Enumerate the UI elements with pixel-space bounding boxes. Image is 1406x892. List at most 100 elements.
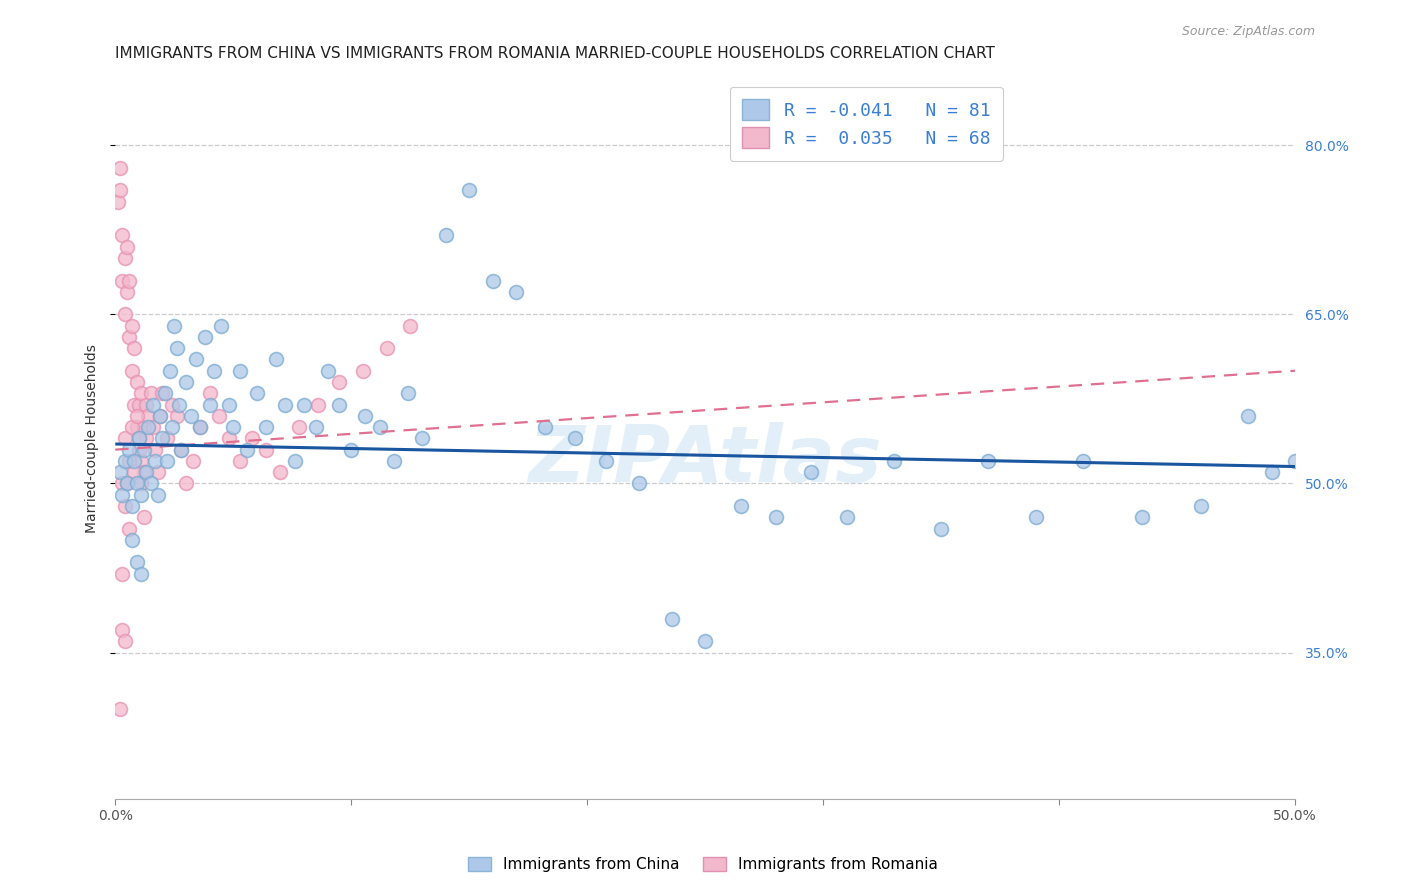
Point	[198, 398, 221, 412]
Point	[533, 420, 555, 434]
Point	[505, 285, 527, 299]
Point	[246, 386, 269, 401]
Point	[170, 442, 193, 457]
Point	[159, 364, 181, 378]
Point	[170, 442, 193, 457]
Point	[122, 398, 145, 412]
Point	[136, 420, 159, 434]
Point	[411, 431, 433, 445]
Point	[136, 409, 159, 423]
Y-axis label: Married-couple Households: Married-couple Households	[86, 344, 100, 533]
Point	[125, 375, 148, 389]
Point	[730, 499, 752, 513]
Point	[229, 364, 252, 378]
Point	[139, 476, 162, 491]
Point	[122, 454, 145, 468]
Point	[118, 274, 141, 288]
Point	[977, 454, 1000, 468]
Point	[114, 251, 136, 265]
Point	[188, 420, 211, 434]
Point	[564, 431, 586, 445]
Point	[125, 420, 148, 434]
Point	[145, 454, 167, 468]
Point	[129, 386, 152, 401]
Point	[135, 431, 157, 445]
Point	[128, 398, 150, 412]
Point	[129, 488, 152, 502]
Point	[107, 194, 129, 209]
Point	[254, 420, 277, 434]
Point	[307, 398, 329, 412]
Point	[145, 442, 167, 457]
Point	[180, 409, 202, 423]
Point	[115, 476, 138, 491]
Text: ZIPAtlas: ZIPAtlas	[529, 422, 882, 498]
Point	[184, 352, 207, 367]
Point	[269, 465, 291, 479]
Point	[274, 398, 297, 412]
Point	[254, 442, 277, 457]
Point	[121, 420, 143, 434]
Point	[132, 420, 155, 434]
Point	[152, 431, 174, 445]
Point	[118, 522, 141, 536]
Point	[114, 634, 136, 648]
Point	[188, 420, 211, 434]
Point	[115, 476, 138, 491]
Point	[1237, 409, 1260, 423]
Point	[125, 476, 148, 491]
Point	[434, 228, 457, 243]
Point	[115, 240, 138, 254]
Point	[328, 398, 350, 412]
Point	[121, 364, 143, 378]
Point	[125, 555, 148, 569]
Point	[163, 318, 186, 333]
Point	[121, 318, 143, 333]
Point	[316, 364, 339, 378]
Point	[340, 442, 363, 457]
Point	[111, 274, 134, 288]
Point	[264, 352, 287, 367]
Point	[118, 330, 141, 344]
Point	[153, 386, 176, 401]
Point	[202, 364, 225, 378]
Point	[181, 454, 204, 468]
Point	[458, 183, 481, 197]
Point	[222, 420, 245, 434]
Point	[166, 409, 188, 423]
Point	[194, 330, 217, 344]
Point	[292, 398, 315, 412]
Point	[122, 341, 145, 355]
Point	[152, 386, 174, 401]
Point	[142, 398, 165, 412]
Point	[166, 341, 188, 355]
Point	[160, 420, 183, 434]
Point	[146, 488, 169, 502]
Point	[132, 510, 155, 524]
Point	[111, 228, 134, 243]
Point	[156, 431, 179, 445]
Point	[108, 183, 131, 197]
Point	[236, 442, 259, 457]
Point	[1189, 499, 1212, 513]
Point	[129, 454, 152, 468]
Point	[108, 161, 131, 175]
Point	[929, 522, 952, 536]
Point	[160, 398, 183, 412]
Point	[595, 454, 617, 468]
Point	[399, 318, 422, 333]
Point	[132, 465, 155, 479]
Point	[128, 431, 150, 445]
Point	[111, 488, 134, 502]
Point	[174, 375, 197, 389]
Point	[139, 386, 162, 401]
Point	[125, 409, 148, 423]
Point	[354, 409, 377, 423]
Point	[132, 442, 155, 457]
Point	[352, 364, 374, 378]
Point	[628, 476, 651, 491]
Point	[128, 431, 150, 445]
Point	[108, 702, 131, 716]
Point	[149, 409, 172, 423]
Point	[396, 386, 419, 401]
